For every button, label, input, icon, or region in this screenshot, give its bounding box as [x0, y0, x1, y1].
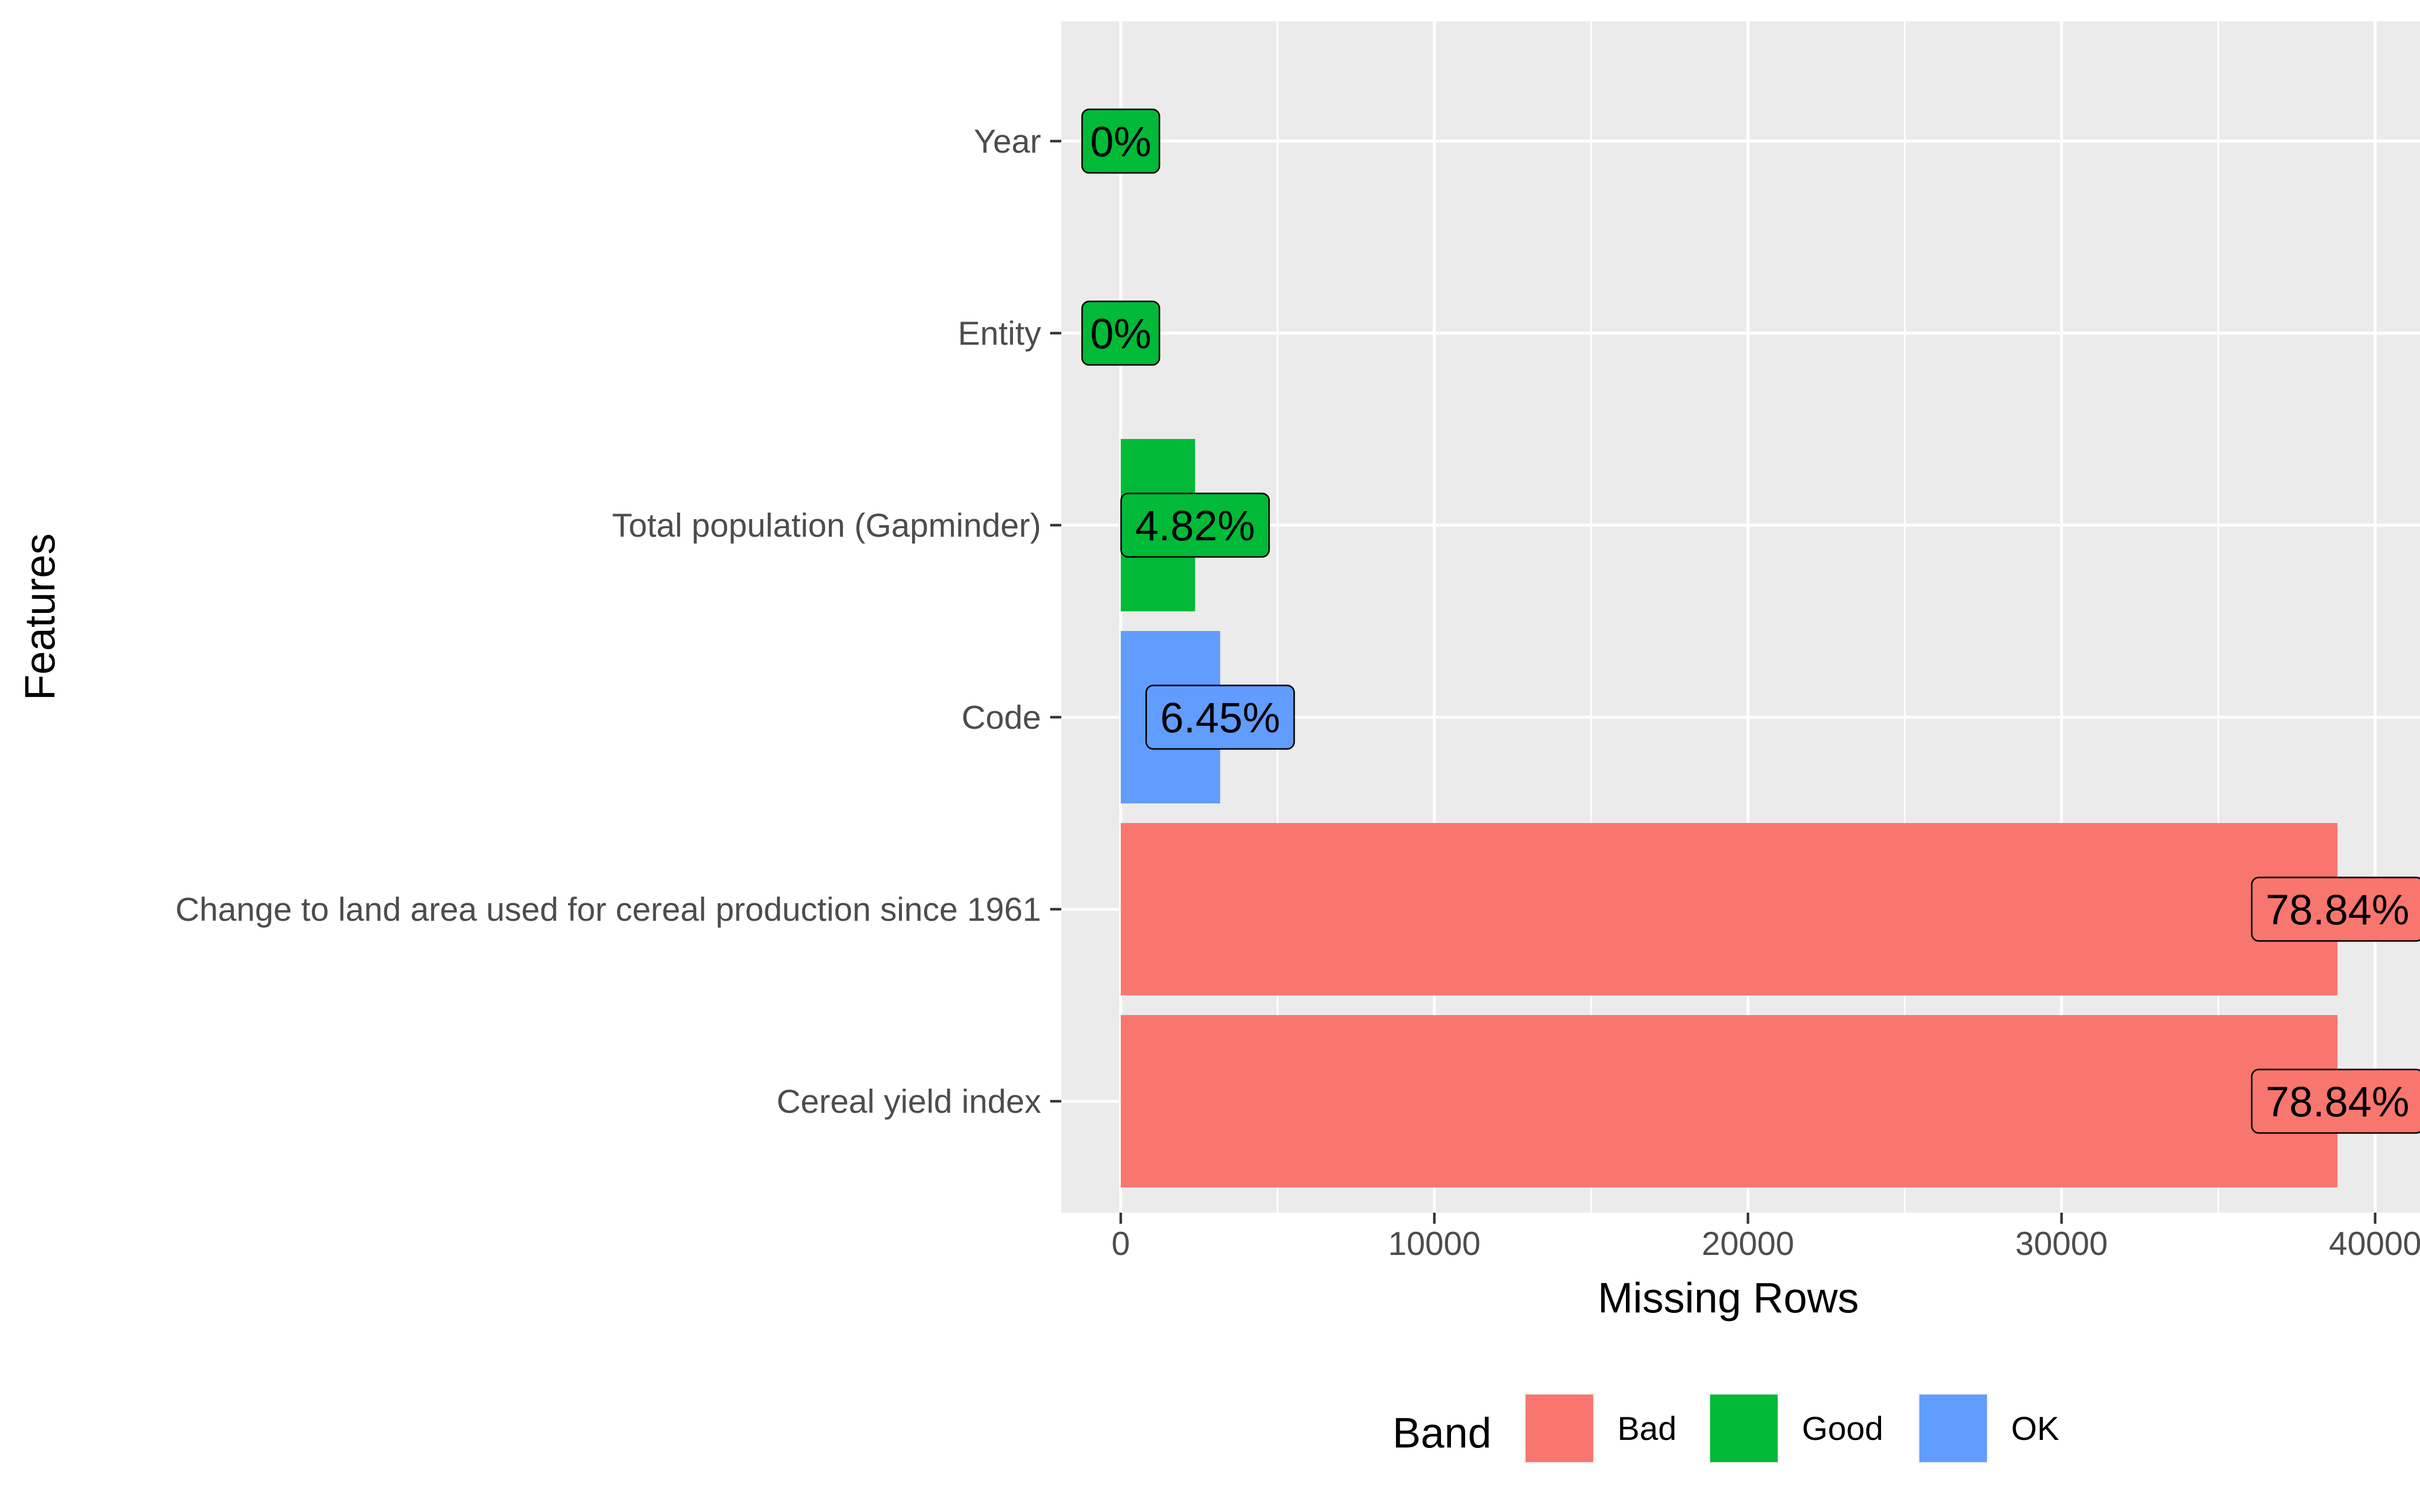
legend-key-good	[1710, 1395, 1778, 1462]
data-label: 0%	[1090, 310, 1151, 357]
data-label: 78.84%	[2266, 886, 2409, 933]
data-label-box	[1120, 492, 1270, 558]
data-label: 0%	[1090, 118, 1151, 165]
x-tick-label: 30000	[2015, 1225, 2108, 1262]
data-label-box	[2251, 876, 2420, 942]
y-tick-label: Code	[961, 699, 1041, 736]
plot-panel	[1061, 21, 2420, 1213]
y-tick-label: Change to land area used for cereal prod…	[175, 891, 1041, 928]
y-tick-label: Cereal yield index	[776, 1083, 1041, 1120]
x-axis: 0 10000 20000 30000 40000	[1112, 1213, 2420, 1262]
data-label-box	[1081, 300, 1161, 366]
x-axis-title: Missing Rows	[1598, 1274, 1859, 1321]
legend: Band Bad Good OK	[1393, 1393, 2059, 1464]
legend-key-bad	[1526, 1395, 1593, 1462]
y-tick-label: Entity	[958, 314, 1041, 352]
data-label-box	[2251, 1068, 2420, 1134]
legend-label: OK	[2011, 1410, 2059, 1447]
x-tick-label: 10000	[1388, 1225, 1481, 1262]
bars	[1121, 439, 2338, 1187]
bar-bad	[1121, 1015, 2338, 1187]
y-axis-title: Features	[16, 533, 64, 701]
data-labels: 78.84% 78.84% 6.45% 4.82% 0% 0%	[1081, 108, 2420, 1134]
legend-key-ok	[1919, 1395, 1987, 1462]
x-tick-label: 20000	[1702, 1225, 1794, 1262]
data-label-box	[1081, 108, 1161, 174]
x-tick-label: 40000	[2329, 1225, 2420, 1262]
data-label: 4.82%	[1135, 502, 1255, 549]
y-tick-label: Total population (Gapminder)	[612, 507, 1041, 544]
data-label: 78.84%	[2266, 1078, 2409, 1125]
data-label: 6.45%	[1160, 694, 1280, 741]
legend-label: Good	[1802, 1410, 1883, 1447]
legend-label: Bad	[1617, 1410, 1676, 1447]
bar-bad	[1121, 823, 2338, 995]
minor-gridlines	[1277, 21, 2219, 1213]
y-axis: Cereal yield index Change to land area us…	[175, 122, 1061, 1120]
data-label-box	[1145, 684, 1295, 750]
x-tick-label: 0	[1112, 1225, 1130, 1262]
y-tick-label: Year	[974, 122, 1041, 160]
legend-title: Band	[1393, 1409, 1491, 1457]
